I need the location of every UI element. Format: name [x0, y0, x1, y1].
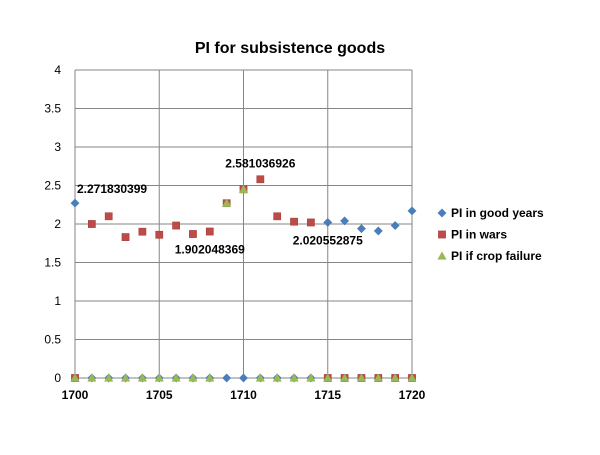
- x-tick-label: 1720: [399, 388, 426, 402]
- series-3-point: [390, 373, 400, 382]
- y-tick-label: 1.5: [44, 256, 61, 270]
- series-1-point: [356, 224, 367, 234]
- series-3-point: [222, 198, 232, 207]
- series-3-point: [154, 373, 164, 382]
- series-3-point: [137, 373, 148, 382]
- series-3-point: [70, 373, 80, 382]
- series-2-point: [290, 217, 298, 226]
- series-1-point: [373, 226, 383, 236]
- data-labels: 2.271830399 2.581036926 1.902048369 2.02055…: [77, 156, 363, 256]
- series-3-point: [188, 373, 198, 382]
- series-3-point: [171, 373, 181, 382]
- series-1-point: [222, 373, 232, 383]
- y-tick-label: 1: [54, 294, 61, 308]
- series-3-point: [120, 373, 131, 382]
- series-3-point: [104, 373, 114, 382]
- y-tick-label: 3.5: [44, 102, 61, 116]
- data-label: 2.271830399: [77, 182, 147, 196]
- x-tick-label: 1710: [230, 388, 257, 402]
- series-3-point: [356, 373, 367, 382]
- y-tick-label: 2.5: [44, 179, 61, 193]
- y-tick-label: 2: [54, 217, 61, 231]
- series-2-point: [256, 175, 265, 184]
- legend-marker-3: [437, 251, 447, 260]
- series-2-point: [138, 227, 147, 236]
- y-tick-label: 0.5: [44, 333, 61, 347]
- legend-marker-1: [437, 208, 447, 218]
- x-tick-label: 1705: [146, 388, 173, 402]
- legend-label: PI if crop failure: [451, 249, 542, 263]
- series-3-point: [255, 373, 265, 382]
- series-1-point: [70, 198, 80, 208]
- series-3-point: [205, 373, 215, 382]
- series-2-point: [155, 230, 164, 239]
- series-3-point: [323, 373, 333, 382]
- legend-marker-2: [438, 230, 446, 239]
- series-2-point: [273, 212, 282, 221]
- series-2-point: [172, 221, 180, 230]
- series-3-point: [289, 373, 299, 382]
- series-3-point: [339, 373, 350, 382]
- legend: PI in good years PI in wars PI if crop fai…: [437, 206, 544, 263]
- chart-title: PI for subsistence goods: [195, 40, 385, 57]
- series-3-point: [238, 184, 249, 193]
- series-1-point: [390, 220, 400, 231]
- series-2-point: [121, 233, 130, 241]
- x-tick-label: 1715: [314, 388, 341, 402]
- x-tick-label: 1700: [62, 388, 89, 402]
- series-3-point: [407, 373, 417, 382]
- series-3-point: [306, 373, 316, 382]
- data-label: 1.902048369: [175, 243, 245, 257]
- series-1-point: [323, 217, 333, 227]
- series-3-point: [272, 373, 282, 382]
- data-label: 2.020552875: [293, 233, 363, 247]
- series-2-point: [205, 227, 214, 236]
- series-2-point: [307, 218, 315, 227]
- tick-labels: 0 0.5 1 1.5 2 2.5 3 3.5 4 1700 1705 1710 1715 1720: [44, 63, 425, 402]
- series-markers: [70, 175, 417, 383]
- legend-label: PI in good years: [451, 206, 544, 220]
- series-2-point: [189, 230, 197, 238]
- series-2-point: [104, 212, 113, 221]
- series-2-point: [88, 220, 96, 228]
- data-label: 2.581036926: [225, 156, 295, 170]
- series-3-point: [373, 373, 383, 382]
- series-1-point: [407, 206, 417, 216]
- series-3-point: [87, 373, 97, 382]
- y-tick-label: 3: [54, 140, 61, 154]
- series-1-point: [340, 216, 350, 226]
- y-tick-label: 4: [54, 63, 61, 77]
- series-1-point: [238, 373, 249, 383]
- legend-label: PI in wars: [451, 228, 507, 242]
- y-tick-label: 0: [54, 371, 61, 385]
